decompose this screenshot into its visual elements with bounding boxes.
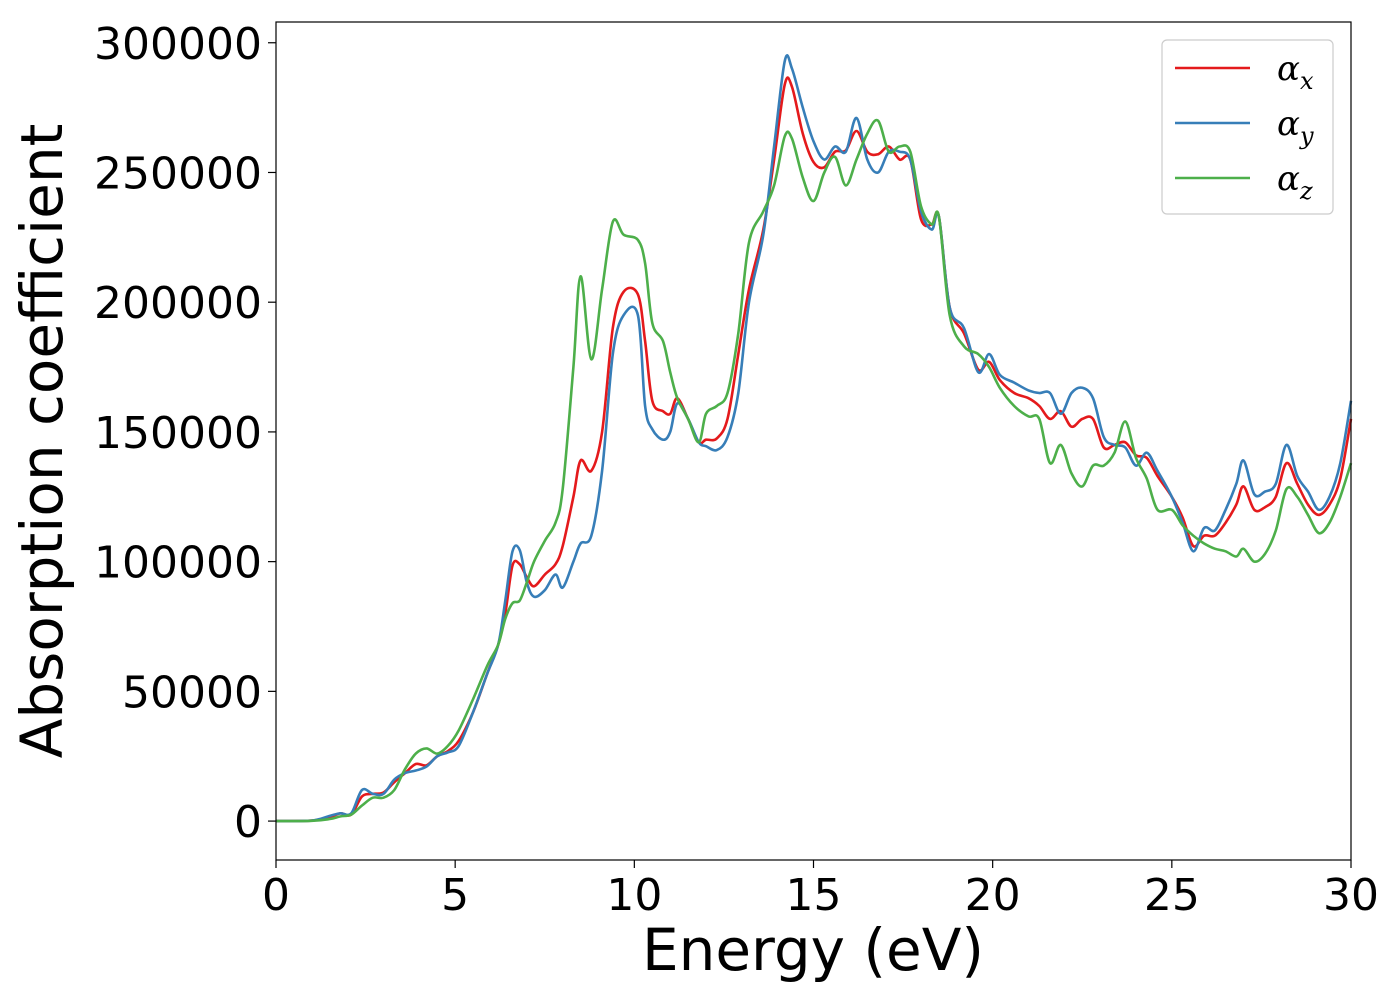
x-tick-label: 15	[786, 870, 842, 921]
x-tick-label: 10	[606, 870, 662, 921]
x-axis-title: Energy (eV)	[642, 916, 984, 984]
x-tick-label: 25	[1144, 870, 1200, 921]
y-tick-label: 300000	[94, 19, 262, 70]
x-tick-label: 30	[1323, 870, 1379, 921]
y-axis-title: Absorption coefficient	[8, 124, 76, 759]
x-axis: 0 5 10 15 20 25 30	[262, 860, 1379, 921]
y-tick-label: 0	[234, 797, 262, 848]
y-tick-label: 150000	[94, 408, 262, 459]
y-tick-label: 100000	[94, 538, 262, 589]
x-tick-label: 5	[441, 870, 469, 921]
x-tick-label: 20	[965, 870, 1021, 921]
x-tick-label: 0	[262, 870, 290, 921]
series-line-z	[275, 118, 1353, 823]
y-axis: 0 50000 100000 150000 200000 250000 300000	[94, 19, 276, 848]
y-tick-label: 250000	[94, 148, 262, 199]
y-tick-label: 200000	[94, 278, 262, 329]
series-layer	[275, 54, 1353, 823]
legend-box	[1161, 39, 1334, 215]
y-tick-label: 50000	[122, 667, 262, 718]
